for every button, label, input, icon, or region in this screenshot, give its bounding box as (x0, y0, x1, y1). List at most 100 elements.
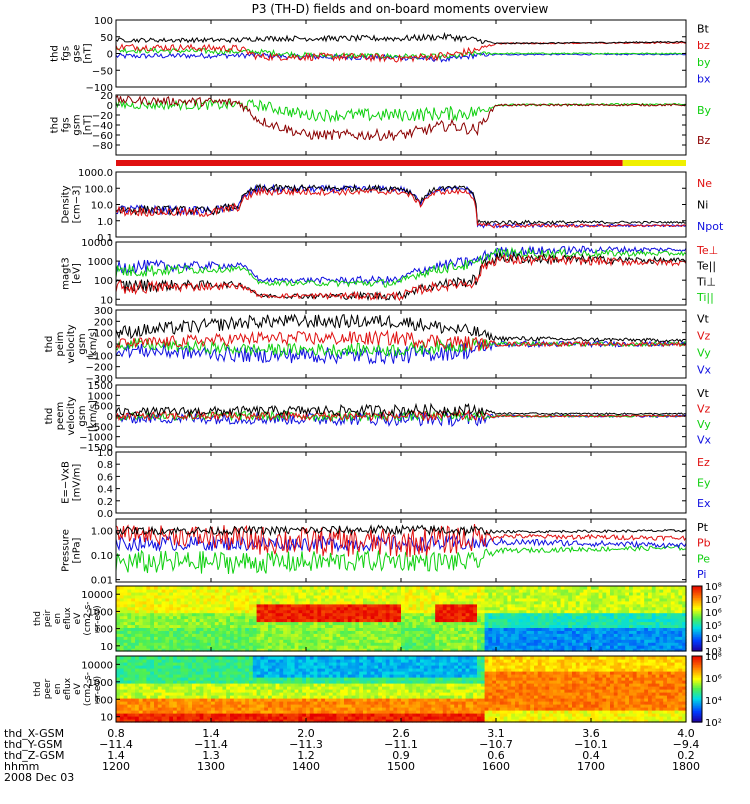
series-density-1 (116, 185, 686, 225)
ytick-efield-0: 1.0 (97, 448, 113, 459)
ylabel-fgs_gsm-1: fgs (61, 117, 72, 132)
spec-ylabel-peir-2: en (53, 613, 63, 624)
ylabel-peim_v-1: peim (55, 331, 66, 356)
spec-ytick-peir-3: 10 (100, 642, 113, 653)
legend-temp-3: Ti|| (696, 291, 714, 304)
legend-fgs_gse-3: bx (697, 73, 711, 86)
ylabel-fgs_gse-0: thd (50, 45, 61, 62)
ylabel-fgs_gsm-2: gsm (72, 114, 83, 135)
ylabel-fgs_gsm-3: [nT] (83, 115, 94, 135)
legend-peim_v-0: Vt (697, 313, 710, 326)
legend-efield-0: Ez (697, 456, 710, 469)
legend-density-2: Npot (697, 220, 724, 233)
ylabel-peem_v-1: peem (55, 402, 66, 430)
ytick-pressure-2: 0.01 (91, 576, 113, 587)
spec-ylabel-peir-5: (cm2-s- (83, 601, 93, 635)
ytick-temp-1: 1000 (88, 257, 113, 268)
ytick-efield-2: 0.6 (97, 472, 113, 483)
legend-peim_v-1: Vz (697, 330, 711, 343)
ephem-value-3-0: 1200 (102, 760, 130, 773)
legend-pressure-1: Pb (697, 537, 711, 550)
ytick-fgs_gse-0: 100 (94, 16, 113, 27)
ylabel-density-0: Density (61, 185, 72, 223)
series-fgs_gse-3 (116, 34, 686, 44)
ylabel-peim_v-2: velocity (66, 324, 77, 363)
spec-ylabel-peir-1: peir (43, 609, 53, 627)
ytick-density-0: 1000.0 (78, 168, 113, 179)
series-peem_v-3 (116, 404, 686, 416)
ytick-peim_v-0: 300 (94, 306, 113, 317)
ylabel-fgs_gse-2: gse (72, 45, 83, 63)
series-peim_v-3 (116, 315, 686, 342)
ylabel-peem_v-0: thd (44, 408, 55, 425)
ytick-efield-5: 0.0 (97, 509, 113, 520)
spec-ytick-peer-0: 10000 (81, 660, 113, 671)
legend-peem_v-0: Vt (697, 387, 710, 400)
series-fgs_gse-2 (116, 42, 686, 62)
ephem-value-3-5: 1700 (577, 760, 605, 773)
legend-temp-2: Ti⊥ (696, 275, 716, 288)
ylabel-pressure-1: [nPa] (72, 537, 83, 563)
ylabel-peim_v-0: thd (44, 336, 55, 353)
ytick-peim_v-3: 0 (107, 340, 113, 351)
legend-temp-1: Te|| (696, 260, 716, 273)
ylabel-fgs_gse-3: [nT] (83, 43, 94, 63)
ylabel-fgs_gsm-0: thd (50, 117, 61, 134)
spec-ylabel-peir-3: eflux (63, 607, 73, 630)
ephem-value-3-1: 1300 (197, 760, 225, 773)
colorbar-tick-peir-4: 10⁴ (705, 634, 722, 645)
spec-ylabel-peer-0: thd (33, 682, 43, 697)
spec-ylabel-peer-2: en (53, 683, 63, 694)
series-pressure-2 (116, 524, 686, 557)
series-temp-0 (116, 246, 686, 284)
ylabel-temp-0: magt3 (61, 257, 72, 290)
spec-ylabel-peir-0: thd (33, 611, 43, 626)
colorbar-tick-peir-0: 10⁸ (705, 582, 722, 593)
ephem-value-3-4: 1600 (482, 760, 510, 773)
date-label: 2008 Dec 03 (4, 771, 74, 784)
legend-density-0: Ne (697, 177, 712, 190)
legend-peim_v-3: Vx (697, 364, 712, 377)
ylabel-efield-1: [mV/m] (72, 464, 83, 502)
colorbar-tick-peer-2: 10⁴ (705, 696, 722, 707)
ytick-fgs_gse-1: 50 (100, 33, 113, 44)
colorbar-tick-peer-1: 10⁶ (705, 674, 722, 685)
ylabel-peem_v-3: gsm (77, 405, 88, 426)
ylabel-temp-1: [eV] (72, 263, 83, 284)
spec-ylabel-peer-3: eflux (63, 677, 73, 700)
panel-frame-efield (116, 452, 686, 513)
ephem-value-3-6: 1800 (672, 760, 700, 773)
ytick-temp-0: 10000 (81, 238, 113, 249)
ylabel-pressure-0: Pressure (61, 529, 72, 572)
colorbar-tick-peer-0: 10⁸ (705, 652, 722, 663)
spec-ylabel-peer-5: (cm2-s- (83, 672, 93, 706)
status-segment-0 (116, 160, 623, 166)
colorbar-tick-peir-2: 10⁶ (705, 608, 722, 619)
ytick-fgs_gsm-5: −80 (92, 141, 113, 152)
spec-ylabel-peer-1: peer (43, 678, 53, 699)
spec-ytick-peir-0: 10000 (81, 590, 113, 601)
spec-ytick-peer-3: 10 (100, 713, 113, 724)
legend-pressure-0: Pt (697, 521, 709, 534)
panel-frame-density (116, 172, 686, 237)
legend-fgs_gse-1: bz (697, 39, 710, 52)
legend-fgs_gsm-0: By (697, 104, 712, 117)
ylabel-fgs_gse-1: fgs (61, 46, 72, 61)
ytick-density-2: 10.0 (91, 201, 113, 212)
legend-peem_v-1: Vz (697, 402, 711, 415)
series-fgs_gsm-0 (116, 100, 686, 121)
legend-pressure-3: Pi (697, 568, 706, 581)
spec-ylabel-peir-4: eV (73, 612, 83, 625)
legend-peem_v-3: Vx (697, 433, 712, 446)
ytick-efield-3: 0.4 (97, 485, 113, 496)
